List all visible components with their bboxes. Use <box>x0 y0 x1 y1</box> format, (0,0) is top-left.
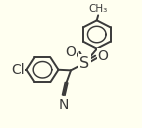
Text: N: N <box>59 98 69 112</box>
Text: Cl: Cl <box>12 63 25 77</box>
Text: O: O <box>98 49 109 63</box>
Text: O: O <box>65 45 76 59</box>
Text: S: S <box>79 56 89 71</box>
Text: CH₃: CH₃ <box>88 3 108 14</box>
